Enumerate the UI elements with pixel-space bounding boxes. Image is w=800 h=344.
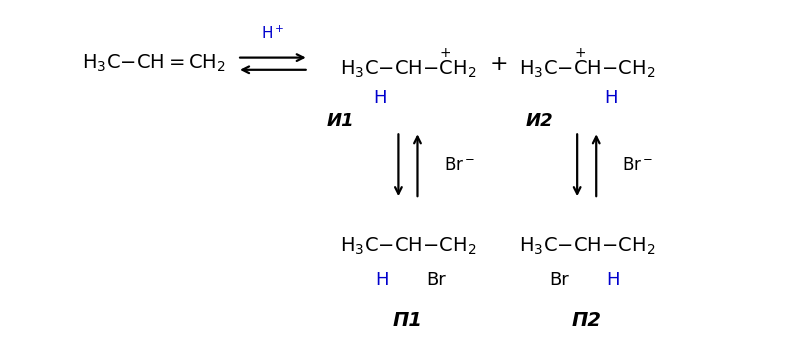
Text: И1: И1 [326, 112, 354, 130]
Text: $\mathsf{H_3C{-}CH{-}\overset{+}{C}H_2}$: $\mathsf{H_3C{-}CH{-}\overset{+}{C}H_2}$ [340, 46, 476, 81]
Text: +: + [490, 54, 509, 74]
Text: $\mathsf{H^+}$: $\mathsf{H^+}$ [261, 24, 285, 42]
Text: H: H [375, 271, 389, 289]
Text: И2: И2 [526, 112, 553, 130]
Text: $\mathsf{Br^-}$: $\mathsf{Br^-}$ [444, 156, 475, 174]
Text: H: H [606, 271, 620, 289]
Text: П1: П1 [393, 311, 423, 331]
Text: H: H [604, 88, 618, 107]
Text: $\mathsf{H_3C{-}CH{-}CH_2}$: $\mathsf{H_3C{-}CH{-}CH_2}$ [340, 236, 476, 257]
Text: $\mathsf{Br^-}$: $\mathsf{Br^-}$ [622, 156, 654, 174]
Text: H: H [374, 88, 387, 107]
Text: $\mathsf{H_3C{-}CH{=}CH_2}$: $\mathsf{H_3C{-}CH{=}CH_2}$ [82, 53, 226, 74]
Text: $\mathsf{H_3C{-}\overset{+}{C}H{-}CH_2}$: $\mathsf{H_3C{-}\overset{+}{C}H{-}CH_2}$ [518, 46, 655, 81]
Text: Br: Br [549, 271, 569, 289]
Text: П2: П2 [572, 311, 602, 331]
Text: Br: Br [426, 271, 446, 289]
Text: $\mathsf{H_3C{-}CH{-}CH_2}$: $\mathsf{H_3C{-}CH{-}CH_2}$ [518, 236, 655, 257]
